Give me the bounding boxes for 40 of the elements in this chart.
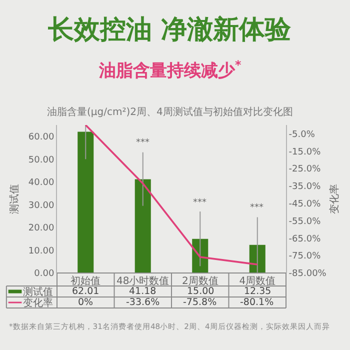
y-tick-label: 10.00: [28, 246, 54, 256]
annotation: ***: [193, 198, 207, 208]
y-tick-label: 30.00: [28, 200, 54, 211]
bar: [78, 132, 94, 273]
data-label: 41.18: [129, 286, 156, 297]
y-tick-label: 0.00: [34, 269, 54, 280]
y-tick-label: 40.00: [28, 178, 54, 188]
legend-label: 变化率: [23, 297, 53, 309]
annotation: ***: [250, 203, 264, 213]
bar: [134, 179, 151, 273]
data-label: 12.35: [244, 286, 272, 297]
chart-subtitle: 油脂含量持续减少$^{*}$: [98, 58, 242, 82]
y2-axis-title: 变化率: [328, 184, 340, 214]
x-tick-label: 48小时数值: [116, 275, 170, 287]
y-axis-title: 测试值: [8, 184, 20, 214]
data-label: -75.8%: [183, 297, 217, 308]
data-label: -33.6%: [126, 297, 160, 308]
y2-tick-label: -15.0%: [288, 147, 322, 158]
y2-tick-label: -75.0%: [288, 252, 322, 262]
y2-tick-label: -55.0%: [288, 216, 322, 227]
x-tick-label: 4周数值: [239, 276, 276, 287]
text: 油脂含量(μg/cm²)2周、4周测试值与初始值对比变化图: [47, 106, 293, 118]
y2-tick-label: -35.0%: [288, 182, 322, 192]
legend-label: 测试值: [23, 286, 53, 298]
data-label: 62.01: [72, 286, 100, 297]
y-tick-label: 60.00: [28, 132, 54, 143]
y-tick-label: 20.00: [28, 224, 54, 234]
x-tick-label: 初始值: [70, 275, 101, 287]
y2-tick-label: -25.0%: [288, 164, 322, 175]
data-label: 15.00: [187, 286, 214, 297]
data-label: -80.1%: [240, 297, 274, 308]
chart-title: 长效控油 净澈新体验: [47, 15, 292, 45]
y2-tick-label: -5.0%: [288, 130, 316, 140]
y-tick-label: 50.00: [28, 155, 54, 166]
y2-tick-label: -85.00%: [288, 269, 327, 280]
y2-tick-label: -65.0%: [288, 234, 322, 244]
annotation: ***: [136, 138, 150, 148]
x-tick-label: 2周数值: [182, 276, 218, 287]
data-label: 0%: [78, 297, 94, 308]
y2-tick-label: -45.0%: [288, 200, 322, 210]
